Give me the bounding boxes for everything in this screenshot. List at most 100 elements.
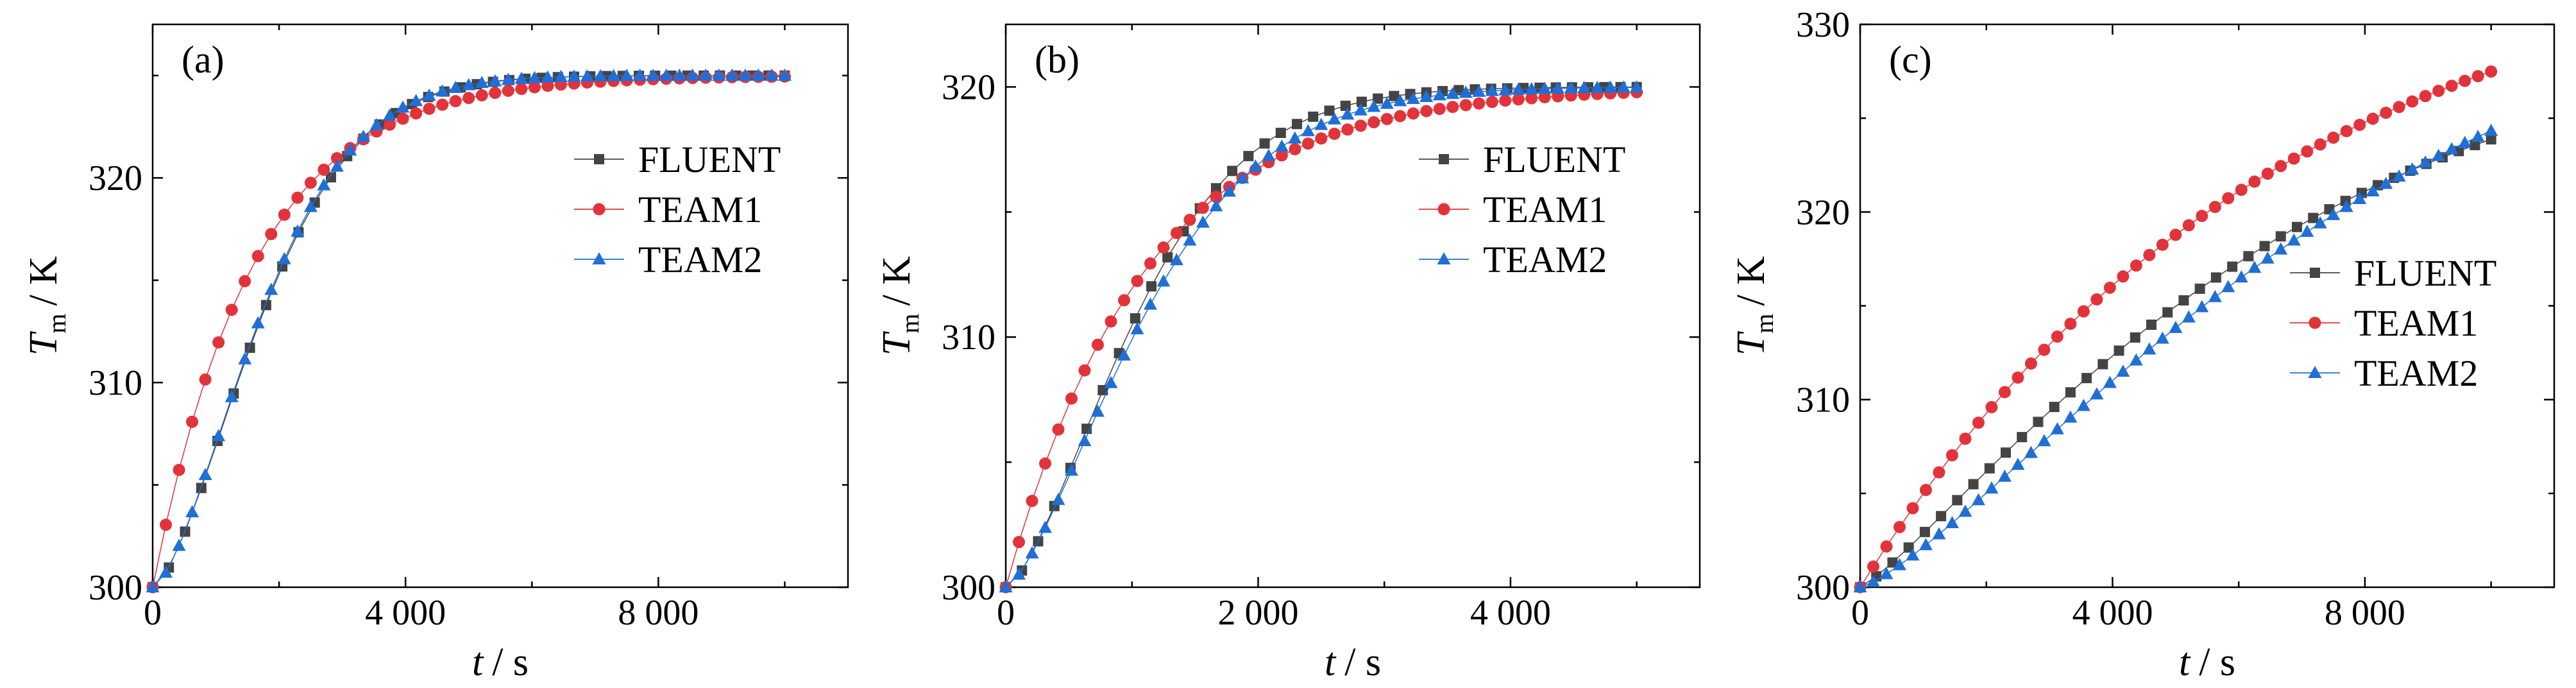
data-point-team1 xyxy=(2445,80,2458,92)
data-point-team2 xyxy=(1958,504,1972,517)
data-point-team2 xyxy=(2169,320,2183,333)
y-tick-label: 310 xyxy=(942,318,996,357)
data-point-fluent xyxy=(2227,261,2238,272)
data-point-team1 xyxy=(1078,364,1091,377)
plot-frame-b xyxy=(1004,23,1701,589)
legend-item-team1: TEAM1 xyxy=(2290,302,2478,344)
legend-label: FLUENT xyxy=(1483,139,1625,180)
data-point-fluent xyxy=(2486,134,2496,145)
data-point-team1 xyxy=(160,519,173,531)
data-point-fluent xyxy=(244,342,255,353)
data-point-fluent xyxy=(1936,511,1947,522)
data-point-team2 xyxy=(633,69,647,82)
y-axis-title: Tm / K xyxy=(22,256,71,356)
data-point-team1 xyxy=(239,275,251,288)
data-point-team1 xyxy=(265,228,278,241)
data-point-team2 xyxy=(2116,364,2130,377)
legend-label: TEAM1 xyxy=(638,189,762,230)
data-point-team2 xyxy=(303,200,318,212)
data-point-team2 xyxy=(1262,148,1276,161)
data-point-team1 xyxy=(515,83,528,96)
data-point-fluent xyxy=(1291,119,1302,130)
data-point-fluent xyxy=(1919,526,1930,537)
data-point-team1 xyxy=(1959,433,1972,445)
data-point-team2 xyxy=(1459,85,1473,98)
data-point-team2 xyxy=(330,159,344,172)
data-point-team2 xyxy=(356,130,370,142)
panel-label: (b) xyxy=(1035,39,1080,81)
data-point-team2 xyxy=(2458,135,2472,148)
data-point-team2 xyxy=(1380,96,1394,109)
legend: FLUENT TEAM1 TEAM2 xyxy=(1419,139,1625,280)
data-point-fluent xyxy=(2470,140,2480,151)
y-tick-label: 300 xyxy=(89,568,142,608)
x-tick-label: 8 000 xyxy=(618,593,699,633)
data-point-team2 xyxy=(1577,81,1591,94)
data-point-team2 xyxy=(238,352,252,365)
data-point-team2 xyxy=(2155,331,2169,344)
data-point-team1 xyxy=(1275,149,1288,162)
data-point-team2 xyxy=(1590,80,1604,93)
data-point-team2 xyxy=(1341,107,1355,120)
data-point-team2 xyxy=(2379,176,2393,189)
data-point-team1 xyxy=(278,209,291,221)
data-point-team2 xyxy=(1288,131,1302,144)
data-point-team1 xyxy=(2024,357,2037,370)
data-point-team1 xyxy=(1065,392,1078,405)
data-point-team1 xyxy=(1420,105,1433,117)
data-point-team2 xyxy=(2103,375,2117,388)
data-point-team1 xyxy=(2235,184,2248,196)
data-point-team2 xyxy=(2142,342,2157,355)
data-point-team2 xyxy=(1472,84,1486,97)
data-point-team2 xyxy=(554,69,568,82)
data-point-fluent xyxy=(2162,307,2173,318)
x-tick-label: 0 xyxy=(997,593,1015,633)
data-point-team1 xyxy=(1945,449,1958,461)
series-team2 xyxy=(999,80,1644,592)
data-point-team2 xyxy=(1222,184,1236,197)
data-point-team1 xyxy=(1289,143,1301,156)
data-point-fluent xyxy=(1324,105,1335,116)
data-point-team2 xyxy=(738,68,752,81)
y-tick-label: 310 xyxy=(1796,381,1850,420)
data-point-team1 xyxy=(1867,560,1879,573)
data-point-team2 xyxy=(1853,580,1867,592)
data-point-team2 xyxy=(1367,99,1381,112)
data-point-team2 xyxy=(1538,82,1552,94)
legend-item-team1: TEAM1 xyxy=(1419,189,1607,230)
data-point-team2 xyxy=(2076,399,2090,411)
data-point-team2 xyxy=(2234,270,2248,283)
data-point-team1 xyxy=(1433,103,1446,116)
data-point-team2 xyxy=(527,71,541,83)
data-point-team2 xyxy=(2484,123,2498,136)
data-point-team2 xyxy=(1630,80,1644,93)
legend: FLUENT TEAM1 TEAM2 xyxy=(2290,252,2496,394)
data-point-team1 xyxy=(1315,132,1328,145)
data-point-team2 xyxy=(198,468,212,481)
x-tick-label: 8 000 xyxy=(2325,593,2405,633)
data-point-team2 xyxy=(1616,80,1631,93)
data-point-team1 xyxy=(1354,119,1367,132)
data-point-team2 xyxy=(185,505,199,518)
y-axis-variable: T xyxy=(1729,331,1773,356)
data-point-team2 xyxy=(1971,493,1985,506)
data-point-team2 xyxy=(646,68,660,81)
data-point-team1 xyxy=(1341,123,1354,136)
data-point-team1 xyxy=(1131,275,1144,288)
data-point-team2 xyxy=(383,108,397,121)
data-point-team2 xyxy=(277,252,291,264)
data-point-fluent xyxy=(2130,332,2140,343)
data-point-team1 xyxy=(2406,95,2419,108)
data-point-team2 xyxy=(264,282,278,295)
data-point-fluent xyxy=(1340,100,1351,111)
legend-item-fluent: FLUENT xyxy=(1419,139,1625,180)
data-point-team2 xyxy=(1446,87,1460,99)
data-point-fluent xyxy=(2178,295,2189,305)
data-point-team1 xyxy=(2340,125,2353,137)
data-point-fluent xyxy=(260,300,271,311)
data-point-team1 xyxy=(2064,318,2077,331)
y-axis-subscript: m xyxy=(42,313,71,333)
data-point-team1 xyxy=(2459,74,2471,87)
data-point-fluent xyxy=(1227,166,1238,176)
data-point-team2 xyxy=(146,580,160,592)
